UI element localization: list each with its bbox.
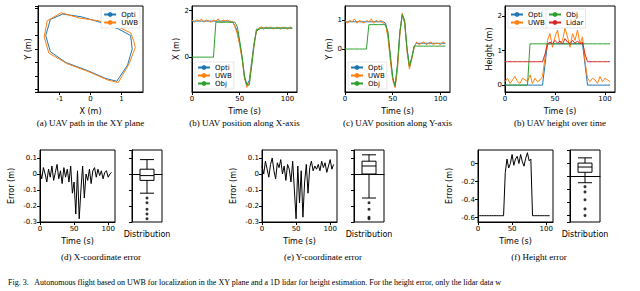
- svg-text:(b) UAV position along X-axis: (b) UAV position along X-axis: [189, 118, 300, 128]
- svg-text:2: 2: [185, 7, 189, 15]
- svg-text:X (m): X (m): [172, 38, 181, 60]
- svg-text:(d) X-coordinate error: (d) X-coordinate error: [61, 252, 141, 262]
- svg-text:Opti: Opti: [215, 64, 230, 72]
- svg-text:-0.4: -0.4: [461, 196, 475, 204]
- svg-text:Y (m): Y (m): [24, 38, 33, 60]
- svg-text:-0.2: -0.2: [23, 202, 37, 210]
- svg-text:Distribution: Distribution: [562, 230, 609, 239]
- svg-text:50: 50: [292, 225, 301, 233]
- svg-text:Error (m): Error (m): [7, 168, 16, 204]
- svg-text:0: 0: [343, 95, 347, 103]
- svg-text:X (m): X (m): [79, 107, 101, 116]
- svg-text:UWB: UWB: [528, 19, 545, 27]
- svg-text:0: 0: [185, 53, 189, 61]
- svg-text:UWB: UWB: [368, 72, 385, 80]
- svg-text:1: 1: [119, 95, 123, 103]
- svg-text:0: 0: [190, 95, 194, 103]
- svg-text:Error (m): Error (m): [445, 168, 454, 204]
- svg-text:0.1: 0.1: [248, 154, 259, 162]
- svg-text:Time (s): Time (s): [60, 237, 94, 246]
- svg-text:100: 100: [598, 95, 611, 103]
- svg-text:Error (m): Error (m): [229, 168, 238, 204]
- svg-text:(a) UAV path in the XY plane: (a) UAV path in the XY plane: [37, 118, 144, 128]
- svg-text:Time (s): Time (s): [282, 237, 316, 246]
- svg-text:50: 50: [70, 225, 79, 233]
- svg-text:Opti: Opti: [121, 11, 136, 19]
- svg-text:(f) Height error: (f) Height error: [511, 252, 566, 262]
- svg-text:UWB: UWB: [121, 19, 138, 27]
- svg-text:-0.6: -0.6: [461, 214, 475, 222]
- svg-text:100: 100: [281, 95, 294, 103]
- svg-text:Fig. 3. Autonomous flight ba: Fig. 3. Autonomous flight based on UWB f…: [8, 278, 501, 287]
- svg-text:100: 100: [539, 225, 552, 233]
- svg-text:0: 0: [498, 81, 502, 89]
- svg-text:2: 2: [498, 12, 502, 20]
- svg-text:Distribution: Distribution: [124, 230, 171, 239]
- svg-text:100: 100: [323, 225, 336, 233]
- svg-text:Opti: Opti: [528, 11, 543, 19]
- svg-text:-0.2: -0.2: [461, 178, 475, 186]
- svg-text:50: 50: [508, 225, 517, 233]
- svg-text:(b) UAV height over time: (b) UAV height over time: [514, 118, 606, 128]
- svg-text:0: 0: [260, 225, 264, 233]
- svg-text:0: 0: [33, 170, 37, 178]
- svg-text:Distribution: Distribution: [346, 230, 393, 239]
- svg-text:0: 0: [255, 170, 259, 178]
- svg-text:-0.3: -0.3: [245, 218, 259, 226]
- svg-text:-1: -1: [56, 95, 63, 103]
- svg-text:Time (s): Time (s): [227, 107, 261, 116]
- svg-text:0: 0: [38, 225, 42, 233]
- svg-text:0.1: 0.1: [26, 154, 37, 162]
- svg-text:0: 0: [476, 225, 480, 233]
- svg-text:Time (s): Time (s): [543, 107, 577, 116]
- svg-text:1: 1: [498, 47, 502, 55]
- svg-text:0: 0: [338, 45, 342, 53]
- svg-text:Lidar: Lidar: [566, 19, 584, 27]
- svg-text:50: 50: [388, 95, 397, 103]
- svg-text:100: 100: [101, 225, 114, 233]
- svg-text:Obj: Obj: [215, 80, 227, 88]
- svg-text:Height (m): Height (m): [485, 27, 494, 70]
- svg-text:0: 0: [471, 160, 475, 168]
- svg-text:(c) UAV position along Y-axis: (c) UAV position along Y-axis: [343, 118, 452, 128]
- svg-text:Opti: Opti: [368, 64, 383, 72]
- svg-text:-0.1: -0.1: [245, 186, 259, 194]
- svg-text:-0.3: -0.3: [23, 218, 37, 226]
- svg-text:0: 0: [88, 95, 92, 103]
- svg-text:Time (s): Time (s): [498, 237, 532, 246]
- svg-text:Y (m): Y (m): [325, 38, 334, 60]
- svg-text:50: 50: [235, 95, 244, 103]
- svg-text:1: 1: [338, 16, 342, 24]
- svg-text:50: 50: [551, 95, 560, 103]
- svg-text:(e) Y-coordinate error: (e) Y-coordinate error: [284, 252, 362, 262]
- svg-text:0: 0: [503, 95, 507, 103]
- svg-text:100: 100: [434, 95, 447, 103]
- svg-text:-0.2: -0.2: [245, 202, 259, 210]
- svg-text:UWB: UWB: [215, 72, 232, 80]
- svg-text:Obj: Obj: [566, 11, 578, 19]
- svg-text:Obj: Obj: [368, 80, 380, 88]
- svg-text:Time (s): Time (s): [380, 107, 414, 116]
- svg-text:-0.1: -0.1: [23, 186, 37, 194]
